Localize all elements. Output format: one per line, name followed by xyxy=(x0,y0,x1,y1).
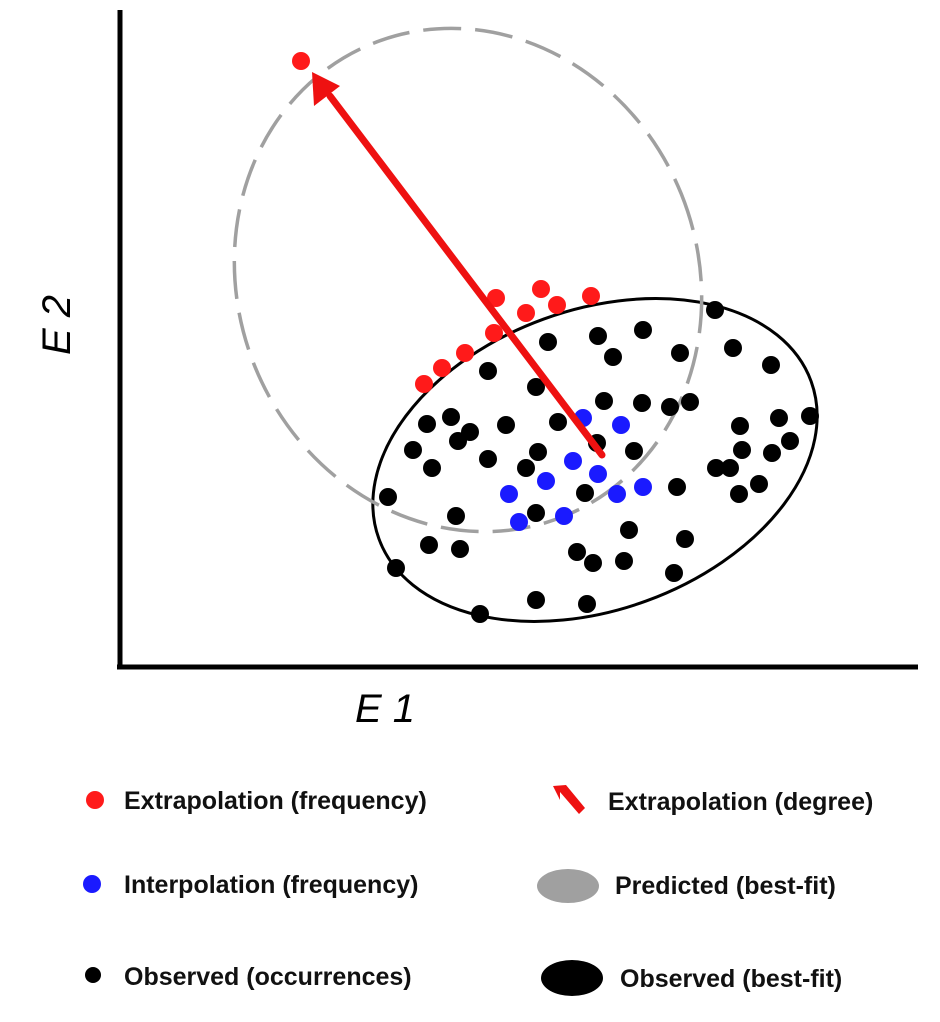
arrow-shaft xyxy=(326,92,606,459)
observed-point xyxy=(527,504,545,522)
observed-point xyxy=(762,356,780,374)
observed-point xyxy=(418,415,436,433)
observed-point xyxy=(527,378,545,396)
extrapolation-point xyxy=(456,344,474,362)
observed-point xyxy=(589,327,607,345)
extrapolation-point xyxy=(485,324,503,342)
extrapolation-point xyxy=(415,375,433,393)
observed-point xyxy=(665,564,683,582)
extrapolation-point xyxy=(517,304,535,322)
observed-point xyxy=(676,530,694,548)
legend-interpolation-frequency-label: Interpolation (frequency) xyxy=(124,871,418,899)
observed-point xyxy=(517,459,535,477)
observed-point xyxy=(770,409,788,427)
axes: E 1 E 2 xyxy=(35,10,918,731)
observed-point xyxy=(707,459,725,477)
observed-point xyxy=(404,441,422,459)
observed-point xyxy=(763,444,781,462)
observed-point xyxy=(379,488,397,506)
interpolation-point xyxy=(500,485,518,503)
interpolation-point xyxy=(564,452,582,470)
observed-point xyxy=(479,362,497,380)
observed-best-fit-ellipse xyxy=(371,297,819,623)
observed-point xyxy=(724,339,742,357)
extrapolation-point xyxy=(292,52,310,70)
extrapolation-point xyxy=(582,287,600,305)
observed-point xyxy=(731,417,749,435)
legend-black-dot-marker xyxy=(85,967,101,983)
observed-point xyxy=(471,605,489,623)
extrapolation-degree-arrow xyxy=(312,72,606,459)
observed-point xyxy=(451,540,469,558)
observed-point xyxy=(449,432,467,450)
observed-point xyxy=(668,478,686,496)
observed-point xyxy=(661,398,679,416)
observed-point xyxy=(529,443,547,461)
observed-point xyxy=(420,536,438,554)
observed-occurrence-points xyxy=(379,301,819,623)
extrapolation-point xyxy=(487,289,505,307)
observed-point xyxy=(721,459,739,477)
legend: Extrapolation (frequency) Extrapolation … xyxy=(83,785,873,996)
observed-point xyxy=(634,321,652,339)
interpolation-point xyxy=(555,507,573,525)
observed-point xyxy=(671,344,689,362)
interpolation-point xyxy=(589,465,607,483)
observed-point xyxy=(750,475,768,493)
legend-grey-ellipse-marker xyxy=(537,869,599,903)
observed-point xyxy=(733,441,751,459)
legend-predicted-best-fit-label: Predicted (best-fit) xyxy=(615,872,836,900)
legend-red-arrow-marker xyxy=(553,785,585,814)
legend-black-ellipse-marker xyxy=(541,960,603,996)
legend-extrapolation-frequency-label: Extrapolation (frequency) xyxy=(124,787,427,815)
observed-point xyxy=(595,392,613,410)
observed-point xyxy=(730,485,748,503)
observed-point xyxy=(625,442,643,460)
observed-point xyxy=(576,484,594,502)
extrapolation-points xyxy=(292,52,600,393)
observed-point xyxy=(604,348,622,366)
legend-blue-dot-marker xyxy=(83,875,101,893)
observed-point xyxy=(568,543,586,561)
observed-point xyxy=(479,450,497,468)
observed-point xyxy=(549,413,567,431)
legend-observed-occurrences-label: Observed (occurrences) xyxy=(124,963,412,991)
interpolation-point xyxy=(537,472,555,490)
observed-point xyxy=(527,591,545,609)
observed-point xyxy=(447,507,465,525)
observed-point xyxy=(539,333,557,351)
legend-extrapolation-degree-label: Extrapolation (degree) xyxy=(608,788,873,816)
x-axis-label: E 1 xyxy=(355,687,415,731)
observed-point xyxy=(497,416,515,434)
observed-point xyxy=(387,559,405,577)
y-axis-label: E 2 xyxy=(35,295,79,355)
observed-point xyxy=(615,552,633,570)
observed-point xyxy=(442,408,460,426)
observed-point xyxy=(781,432,799,450)
observed-point xyxy=(706,301,724,319)
extrapolation-point xyxy=(433,359,451,377)
observed-point xyxy=(584,554,602,572)
interpolation-point xyxy=(510,513,528,531)
interpolation-point xyxy=(612,416,630,434)
observed-point xyxy=(681,393,699,411)
observed-point xyxy=(633,394,651,412)
interpolation-point xyxy=(634,478,652,496)
observed-point xyxy=(423,459,441,477)
legend-red-dot-marker xyxy=(86,791,104,809)
arrow-head xyxy=(312,72,340,106)
observed-point xyxy=(620,521,638,539)
interpolation-point xyxy=(608,485,626,503)
legend-observed-best-fit-label: Observed (best-fit) xyxy=(620,965,842,993)
interpolation-points xyxy=(500,409,652,531)
observed-point xyxy=(801,407,819,425)
extrapolation-point xyxy=(532,280,550,298)
extrapolation-point xyxy=(548,296,566,314)
observed-point xyxy=(578,595,596,613)
